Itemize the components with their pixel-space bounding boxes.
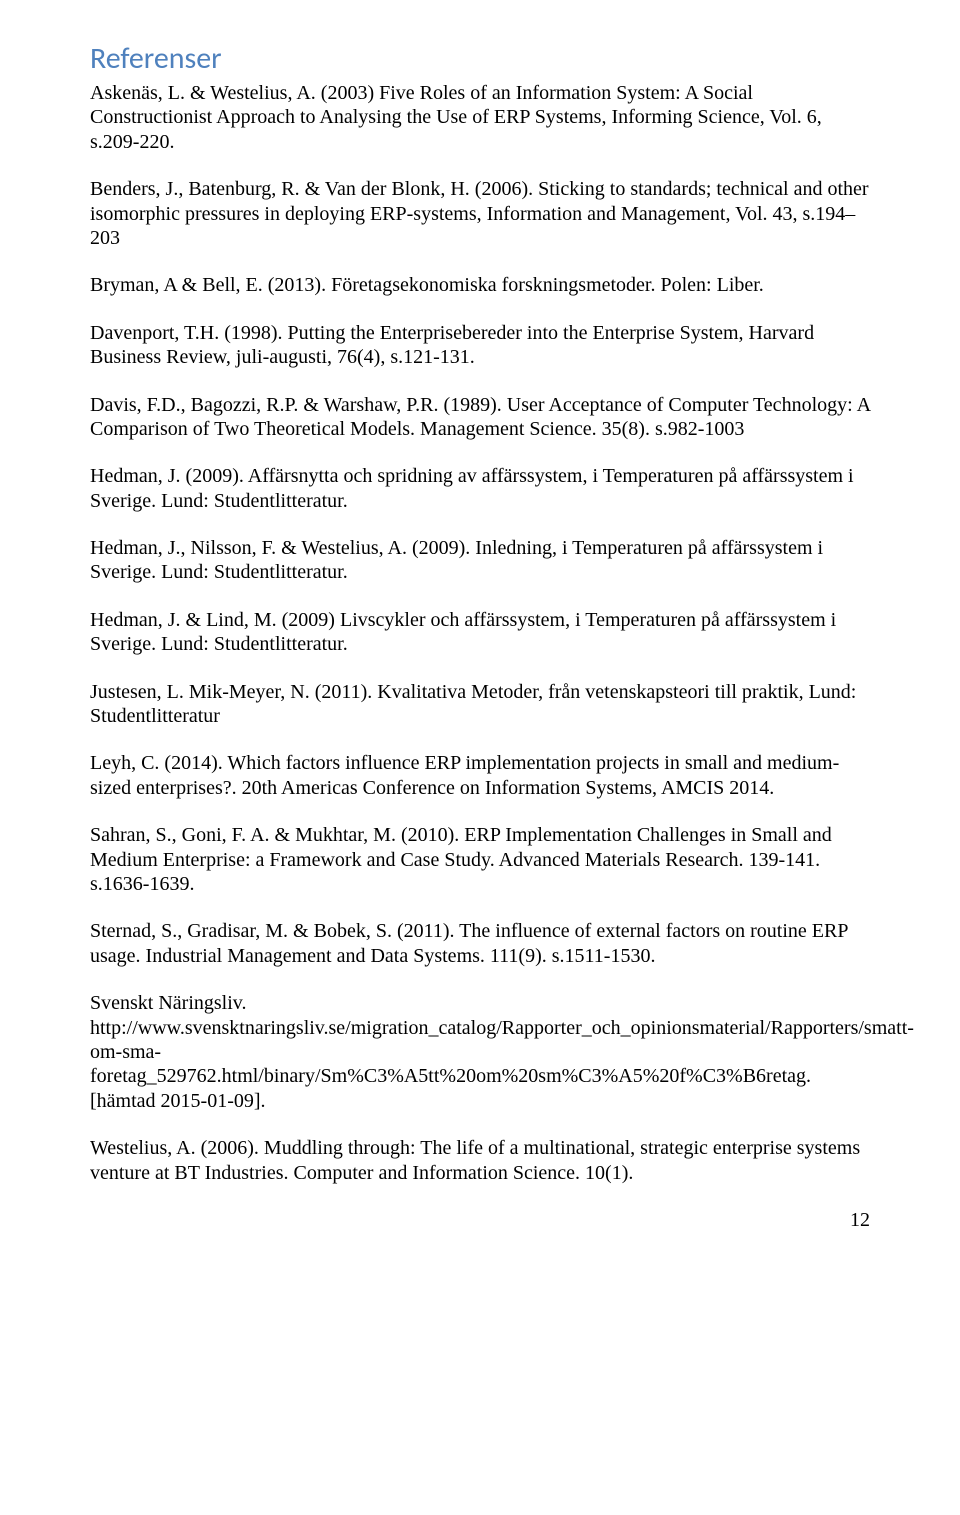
reference-entry: Askenäs, L. & Westelius, A. (2003) Five …: [90, 81, 870, 154]
reference-entry: Hedman, J., Nilsson, F. & Westelius, A. …: [90, 536, 870, 585]
reference-entry: Davenport, T.H. (1998). Putting the Ente…: [90, 321, 870, 370]
reference-entry: Justesen, L. Mik-Meyer, N. (2011). Kvali…: [90, 680, 870, 729]
reference-entry: Benders, J., Batenburg, R. & Van der Blo…: [90, 177, 870, 250]
reference-entry: Hedman, J. & Lind, M. (2009) Livscykler …: [90, 608, 870, 657]
reference-entry: Hedman, J. (2009). Affärsnytta och sprid…: [90, 464, 870, 513]
page-number: 12: [90, 1209, 870, 1232]
reference-entry: Sternad, S., Gradisar, M. & Bobek, S. (2…: [90, 919, 870, 968]
reference-entry: Leyh, C. (2014). Which factors influence…: [90, 751, 870, 800]
section-heading: Referenser: [90, 40, 870, 77]
reference-entry: Davis, F.D., Bagozzi, R.P. & Warshaw, P.…: [90, 393, 870, 442]
reference-entry: Sahran, S., Goni, F. A. & Mukhtar, M. (2…: [90, 823, 870, 896]
page-container: Referenser Askenäs, L. & Westelius, A. (…: [0, 0, 960, 1272]
reference-entry: Svenskt Näringsliv. http://www.svensktna…: [90, 991, 870, 1113]
reference-entry: Bryman, A & Bell, E. (2013). Företagseko…: [90, 273, 870, 297]
reference-entry: Westelius, A. (2006). Muddling through: …: [90, 1136, 870, 1185]
